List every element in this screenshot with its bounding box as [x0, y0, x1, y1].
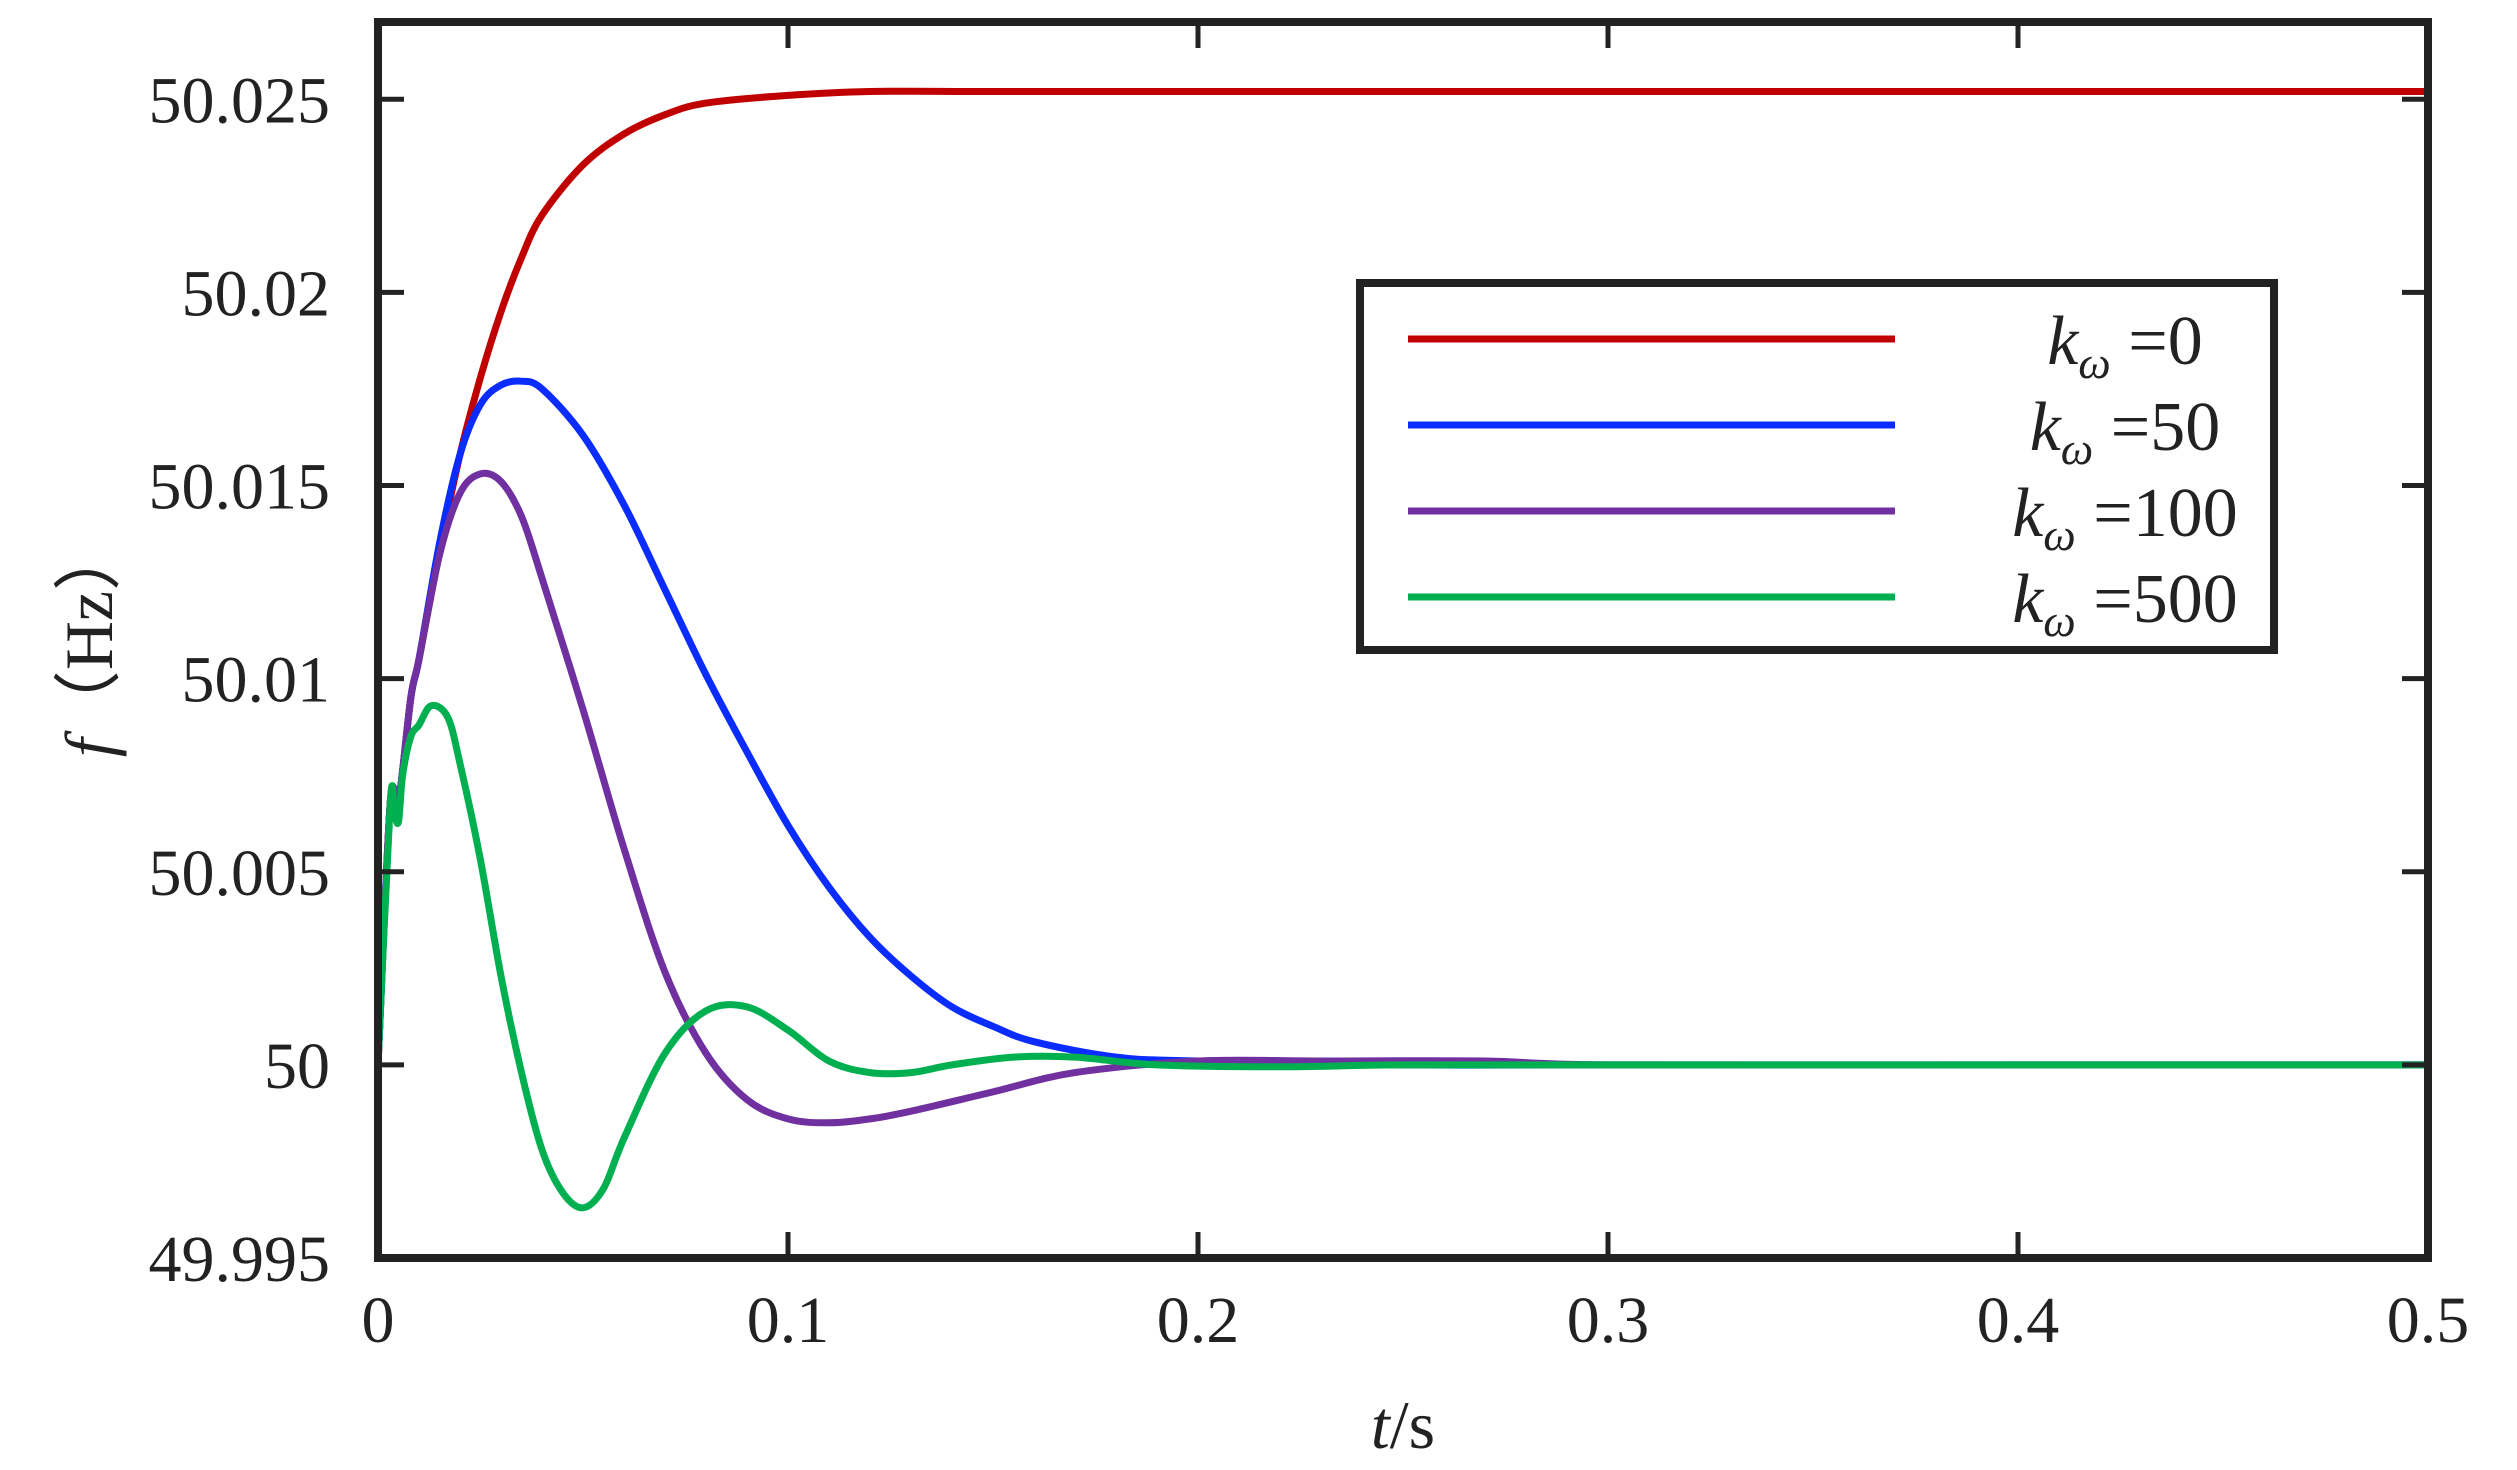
series-lines [374, 87, 2432, 1212]
y-tick-label-6: 50.025 [149, 64, 331, 137]
legend-label-0: kω =0 [2047, 303, 2203, 388]
x-tick-label-5: 0.5 [2387, 1284, 2470, 1357]
x-axis-unit: /s [1390, 1387, 1435, 1463]
x-axis-var: t [1371, 1387, 1392, 1463]
y-tick-label-3: 50.01 [182, 644, 331, 717]
y-tick-label-2: 50.005 [149, 837, 331, 910]
legend-label-3: kω =500 [2012, 561, 2238, 646]
y-axis-unit: （Hz） [51, 523, 127, 738]
x-axis-label: t/s [1371, 1387, 1435, 1463]
x-tick-label-3: 0.3 [1567, 1284, 1650, 1357]
y-tick-label-5: 50.02 [182, 257, 331, 330]
y-tick-label-0: 49.995 [149, 1223, 331, 1296]
y-tick-label-1: 50 [264, 1030, 330, 1103]
x-tick-label-4: 0.4 [1977, 1284, 2060, 1357]
x-tick-label-2: 0.2 [1157, 1284, 1240, 1357]
tick-labels: 0 0.1 0.2 0.3 0.4 0.5 49.995 50 50.005 50.01 50.01… [149, 64, 2470, 1357]
series-line-3 [374, 701, 2432, 1212]
y-axis-label: f（Hz） [51, 523, 127, 757]
plot-frame [374, 18, 2432, 1262]
legend-label-1: kω =50 [2030, 389, 2221, 474]
x-tick-label-0: 0 [362, 1284, 395, 1357]
legend-label-2: kω =100 [2012, 475, 2238, 560]
legend-box [1356, 279, 2278, 654]
y-tick-label-4: 50.015 [149, 451, 331, 524]
series-line-2 [374, 469, 2432, 1127]
x-tick-label-1: 0.1 [747, 1284, 830, 1357]
